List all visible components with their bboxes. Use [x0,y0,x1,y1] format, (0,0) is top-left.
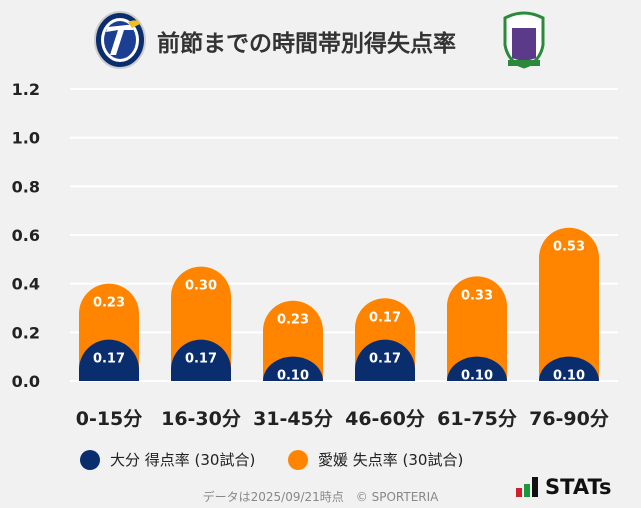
data-label-oita: 0.17 [369,352,401,367]
stats-logo: STATs [516,475,612,499]
data-label-ehime: 0.23 [277,313,309,328]
data-label-oita: 0.10 [461,369,493,384]
y-tick-label: 1.0 [12,129,40,148]
data-label-oita: 0.10 [553,369,585,384]
bar-segment-ehime [539,227,599,381]
x-tick-label: 76-90分 [529,408,609,430]
bar-segment-oita [447,356,507,381]
x-tick-label: 46-60分 [345,408,425,430]
data-label-ehime: 0.33 [461,288,493,303]
bar-segment-ehime [447,276,507,381]
legend-label-ehime: 愛媛 失点率 (30試合) [318,451,464,469]
bar-segment-oita [355,339,415,381]
bar-segment-oita [263,356,323,381]
stats-brand-text: STATs [545,475,612,499]
y-tick-label: 0.6 [12,226,40,245]
data-label-oita: 0.10 [277,369,309,384]
y-tick-label: 0.0 [12,372,40,391]
legend-item-oita: 大分 得点率 (30試合) [80,449,255,470]
legend-swatch-ehime [288,449,308,470]
x-tick-label: 61-75分 [437,408,517,430]
bar-segment-oita [539,356,599,381]
legend-swatch-oita [80,449,100,470]
x-tick-label: 16-30分 [161,408,241,430]
legend-item-ehime: 愛媛 失点率 (30試合) [288,449,463,470]
bar-segment-oita [171,339,232,381]
data-label-ehime: 0.17 [369,310,401,325]
y-tick-label: 0.8 [12,177,40,196]
chart-title: 前節までの時間帯別得失点率 [157,31,456,57]
x-tick-label: 0-15分 [76,408,143,430]
data-label-ehime: 0.53 [553,240,585,255]
y-tick-label: 0.2 [12,323,40,342]
footer-credit: データは2025/09/21時点 © SPORTERIA [202,490,439,504]
data-label-oita: 0.17 [93,352,125,367]
bar-segment-oita [79,339,139,381]
data-label-ehime: 0.30 [185,279,217,294]
data-label-oita: 0.17 [185,352,217,367]
y-tick-label: 1.2 [12,80,40,99]
data-label-ehime: 0.23 [93,296,125,311]
x-tick-label: 31-45分 [253,408,333,430]
y-tick-label: 0.4 [12,275,40,294]
legend-label-oita: 大分 得点率 (30試合) [110,451,256,469]
